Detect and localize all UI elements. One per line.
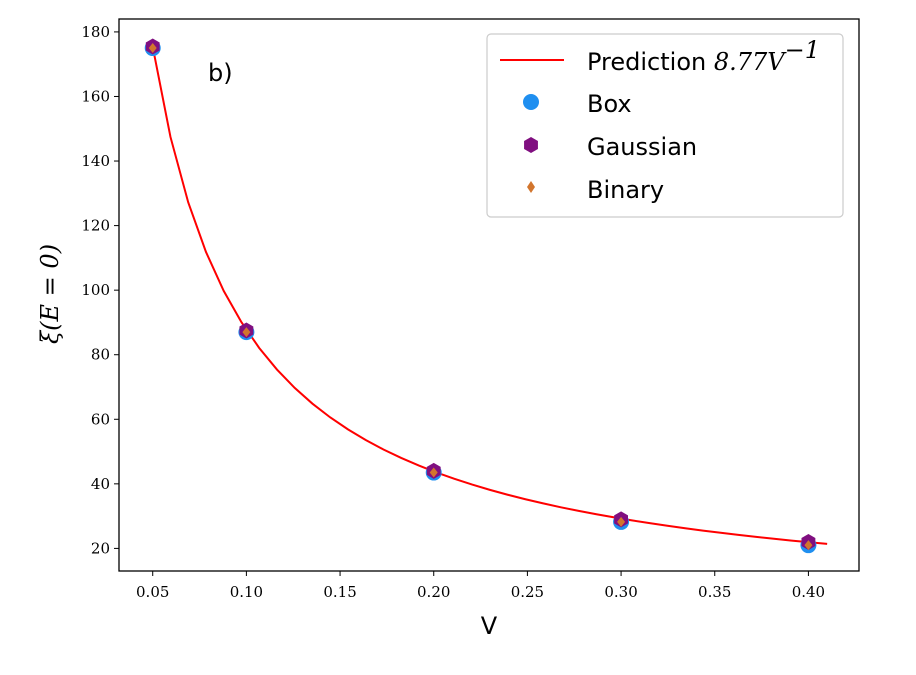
legend-box-marker bbox=[523, 94, 539, 110]
legend-box bbox=[486, 33, 844, 218]
y-tick-label: 100 bbox=[81, 281, 110, 299]
legend-prediction-exp: −1 bbox=[785, 36, 820, 64]
x-tick-label: 0.15 bbox=[323, 583, 356, 601]
legend: Prediction 8.77V−1 Box Gaussian Binary bbox=[486, 33, 844, 218]
binary-point bbox=[617, 516, 626, 527]
y-tick-label: 20 bbox=[91, 539, 110, 557]
legend-prediction-math: 8.77V bbox=[714, 48, 787, 76]
legend-gaussian-label: Gaussian bbox=[587, 133, 697, 161]
y-axis-title: ξ(E = 0) bbox=[36, 244, 64, 344]
panel-label: b) bbox=[208, 59, 233, 87]
y-tick-label: 140 bbox=[81, 152, 110, 170]
x-tick-label: 0.10 bbox=[230, 583, 263, 601]
x-axis-title: V bbox=[481, 612, 498, 640]
binary-point bbox=[148, 43, 157, 54]
legend-binary-marker bbox=[527, 181, 535, 193]
binary-point bbox=[242, 327, 251, 338]
prediction-line bbox=[151, 46, 828, 545]
binary-point bbox=[804, 540, 813, 551]
y-tick-label: 160 bbox=[81, 87, 110, 105]
y-ticks: 20 40 60 80 100 120 140 160 180 bbox=[81, 23, 119, 557]
data-points bbox=[144, 38, 817, 554]
legend-prediction-label: Prediction 8.77V−1 bbox=[587, 36, 820, 76]
y-tick-label: 60 bbox=[91, 410, 110, 428]
x-tick-label: 0.20 bbox=[417, 583, 450, 601]
x-tick-label: 0.40 bbox=[792, 583, 825, 601]
prediction-curve-group bbox=[151, 46, 828, 545]
x-tick-label: 0.30 bbox=[604, 583, 637, 601]
y-tick-label: 180 bbox=[81, 23, 110, 41]
x-tick-label: 0.05 bbox=[136, 583, 169, 601]
plot-frame bbox=[118, 18, 860, 572]
x-tick-label: 0.25 bbox=[511, 583, 544, 601]
binary-point bbox=[429, 467, 438, 478]
legend-prediction-prefix: Prediction bbox=[587, 48, 714, 76]
legend-box-label: Box bbox=[587, 90, 632, 118]
legend-binary-label: Binary bbox=[587, 176, 664, 204]
series-binary bbox=[148, 43, 813, 551]
y-tick-label: 120 bbox=[81, 217, 110, 235]
y-tick-label: 80 bbox=[91, 346, 110, 364]
x-ticks: 0.05 0.10 0.15 0.20 0.25 0.30 0.35 0.40 bbox=[136, 571, 825, 601]
y-tick-label: 40 bbox=[91, 475, 110, 493]
x-tick-label: 0.35 bbox=[698, 583, 731, 601]
legend-gaussian-marker bbox=[524, 137, 538, 153]
